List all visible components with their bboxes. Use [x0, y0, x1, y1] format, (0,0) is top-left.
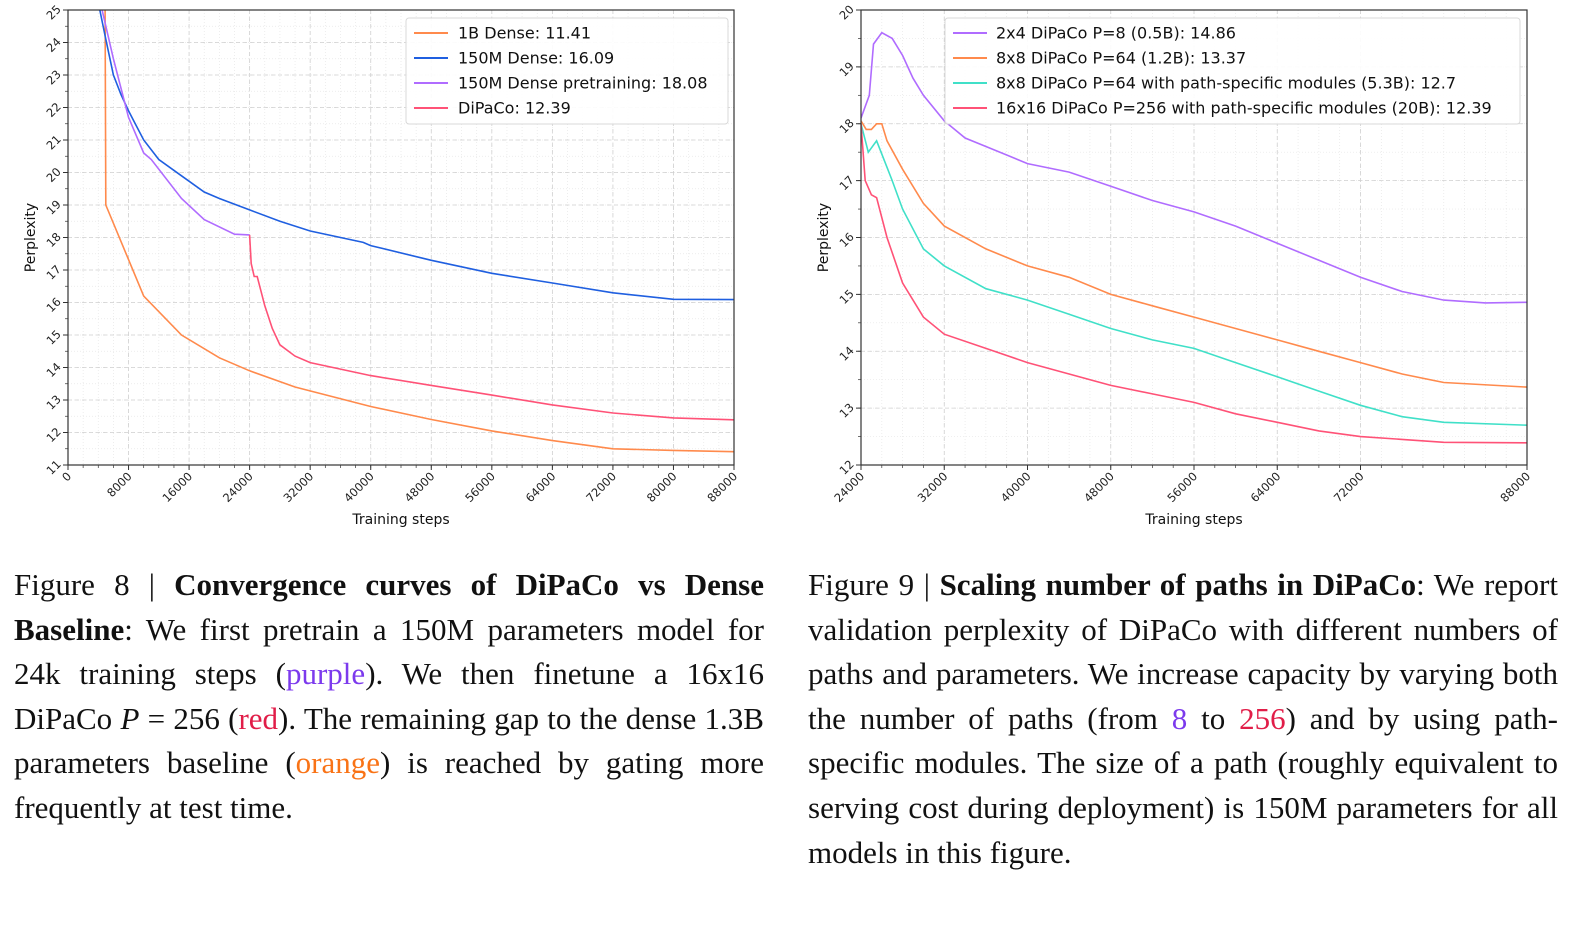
x-tick-label: 80000	[644, 469, 680, 505]
caption-text: ) is reached by gating more frequently a…	[14, 745, 764, 825]
caption-text: = 256 (	[139, 700, 239, 736]
legend: 2x4 DiPaCo P=8 (0.5B): 14.86 8x8 DiPaCo P…	[944, 17, 1521, 125]
math-p: P	[120, 700, 140, 736]
series-line-3	[101, 10, 250, 236]
legend-label: 8x8 DiPaCo P=64 (1.2B): 13.37	[996, 49, 1246, 68]
x-tick-label: 40000	[998, 469, 1034, 505]
figure-label: Figure 8 |	[14, 567, 175, 602]
color-word-red: red	[238, 700, 279, 736]
y-tick-label: 19	[837, 59, 857, 79]
series-line-1	[861, 31, 1527, 304]
y-tick-label: 25	[44, 2, 64, 22]
x-tick-label: 56000	[1164, 469, 1200, 505]
x-tick-label: 72000	[583, 469, 619, 505]
y-tick-label: 19	[44, 197, 64, 217]
x-tick-label: 64000	[523, 469, 559, 505]
x-tick-label: 88000	[1497, 469, 1533, 505]
series-line-4	[248, 234, 734, 421]
y-axis-label: Perplexity	[816, 203, 832, 272]
y-tick-label: 18	[44, 230, 64, 250]
y-tick-label: 13	[44, 392, 64, 412]
number-256: 256	[1239, 700, 1286, 736]
caption-title: Scaling number of paths in DiPaCo	[939, 567, 1417, 602]
caption-text: : We report validation perplexity of DiP…	[808, 567, 1558, 736]
y-tick-label: 17	[837, 173, 857, 193]
legend-label: 16x16 DiPaCo P=256 with path-specific mo…	[996, 99, 1492, 118]
legend-box	[405, 17, 729, 125]
y-tick-label: 18	[837, 116, 857, 136]
color-word-purple: purple	[285, 656, 366, 692]
x-tick-label: 24000	[220, 469, 256, 505]
series-line-2	[861, 120, 1527, 388]
x-axis-label: Training steps	[351, 512, 449, 528]
y-tick-label: 14	[837, 343, 857, 363]
y-tick-label: 20	[44, 165, 64, 185]
plot-frame	[860, 9, 1528, 466]
y-tick-label: 15	[44, 327, 64, 347]
x-tick-label: 72000	[1331, 469, 1367, 505]
y-tick-label: 15	[837, 287, 857, 307]
legend-label: 150M Dense pretraining: 18.08	[458, 74, 708, 93]
chart-2: 24000 32000 40000 48000 56000 64000 72000 88000…	[816, 2, 1533, 528]
legend-box	[944, 17, 1521, 125]
y-tick-label: 12	[44, 425, 64, 445]
plot-frame	[67, 9, 735, 466]
x-tick-label: 56000	[462, 469, 498, 505]
number-8: 8	[1171, 700, 1188, 736]
x-tick-label: 64000	[1248, 469, 1284, 505]
series-line-4	[861, 123, 1527, 444]
y-tick-label: 22	[44, 100, 64, 120]
caption-text: ) and by using path-specific modules. Th…	[808, 700, 1558, 870]
y-tick-label: 21	[44, 132, 64, 152]
x-tick-label: 88000	[704, 469, 740, 505]
figure-8-caption: Figure 8 | Convergence curves of DiPaCo …	[14, 563, 764, 831]
y-tick-label: 16	[44, 295, 64, 315]
figure-label: Figure 9 |	[808, 567, 940, 602]
series-line-1	[104, 10, 734, 453]
y-tick-label: 13	[837, 400, 857, 420]
figure-9-caption: Figure 9 | Scaling number of paths in Di…	[808, 563, 1558, 875]
y-axis-label: Perplexity	[23, 203, 39, 272]
legend-label: DiPaCo: 12.39	[458, 99, 571, 118]
caption-title: Convergence curves of DiPaCo vs Dense Ba…	[14, 567, 764, 647]
x-tick-label: 32000	[915, 469, 951, 505]
legend-label: 150M Dense: 16.09	[458, 49, 614, 68]
caption-text: to	[1187, 700, 1240, 736]
legend: 1B Dense: 11.41 150M Dense: 16.09 150M Den…	[405, 17, 729, 125]
y-tick-label: 17	[44, 262, 64, 282]
x-tick-label: 48000	[402, 469, 438, 505]
x-tick-label: 0	[59, 469, 74, 484]
figures: 0 8000 16000 24000 32000 40000 48000 56000 64000…	[23, 2, 1533, 528]
x-tick-label: 8000	[104, 469, 135, 500]
y-tick-label: 14	[44, 360, 64, 380]
x-tick-label: 48000	[1081, 469, 1117, 505]
chart-1: 0 8000 16000 24000 32000 40000 48000 56000 64000…	[23, 2, 740, 528]
x-tick-label: 16000	[159, 469, 195, 505]
legend-label: 8x8 DiPaCo P=64 with path-specific modul…	[996, 74, 1456, 93]
y-tick-label: 24	[44, 35, 64, 55]
y-tick-label: 16	[837, 230, 857, 250]
x-tick-label: 40000	[341, 469, 377, 505]
series-line-3	[861, 123, 1527, 426]
y-tick-label: 23	[44, 67, 64, 87]
x-axis-label: Training steps	[1144, 512, 1242, 528]
caption-text: ). We then finetune a 16x16 DiPaCo	[14, 656, 764, 736]
x-tick-label: 32000	[281, 469, 317, 505]
caption-text: ). The remaining gap to the dense 1.3B p…	[14, 700, 764, 781]
y-tick-label: 20	[837, 2, 857, 22]
color-word-orange: orange	[295, 745, 380, 781]
legend-label: 1B Dense: 11.41	[458, 24, 591, 43]
caption-text: : We first pretrain a 150M parameters mo…	[14, 611, 764, 692]
legend-label: 2x4 DiPaCo P=8 (0.5B): 14.86	[996, 24, 1236, 43]
